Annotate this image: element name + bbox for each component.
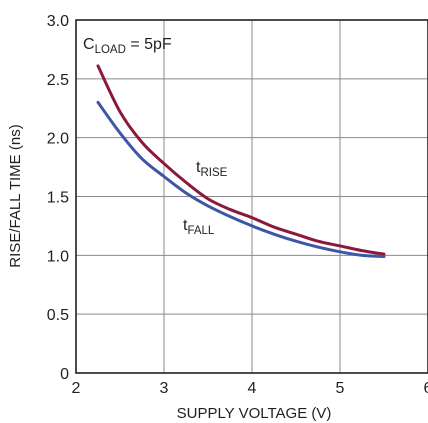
load-condition-label: CLOAD = 5pF [83,36,172,56]
y-tick-label: 0 [60,366,69,383]
y-tick-label: 2.0 [47,131,69,148]
y-tick-label: 1.5 [47,190,69,207]
x-tick-label: 6 [424,380,428,397]
series-line-fall [96,100,386,259]
x-tick-label: 5 [336,380,345,397]
series-label-rise: tRISE [196,159,228,179]
series-label-fall: tFALL [183,217,215,237]
x-tick-label: 2 [72,380,81,397]
tick-layer: 2 3 4 5 6 0 0.5 1.0 1.5 2.0 2.5 3.0 [47,13,428,397]
y-tick-label: 2.5 [47,72,69,89]
plot-frame [75,19,428,374]
x-axis-title: SUPPLY VOLTAGE (V) [177,405,332,422]
series-layer [96,64,386,259]
y-tick-label: 1.0 [47,248,69,265]
y-tick-label: 0.5 [47,307,69,324]
y-tick-label: 3.0 [47,13,69,30]
y-axis-title: RISE/FALL TIME (ns) [7,124,24,267]
grid-layer [76,20,428,373]
series-line-rise [96,64,386,256]
x-tick-label: 3 [160,380,169,397]
x-tick-label: 4 [248,380,257,397]
